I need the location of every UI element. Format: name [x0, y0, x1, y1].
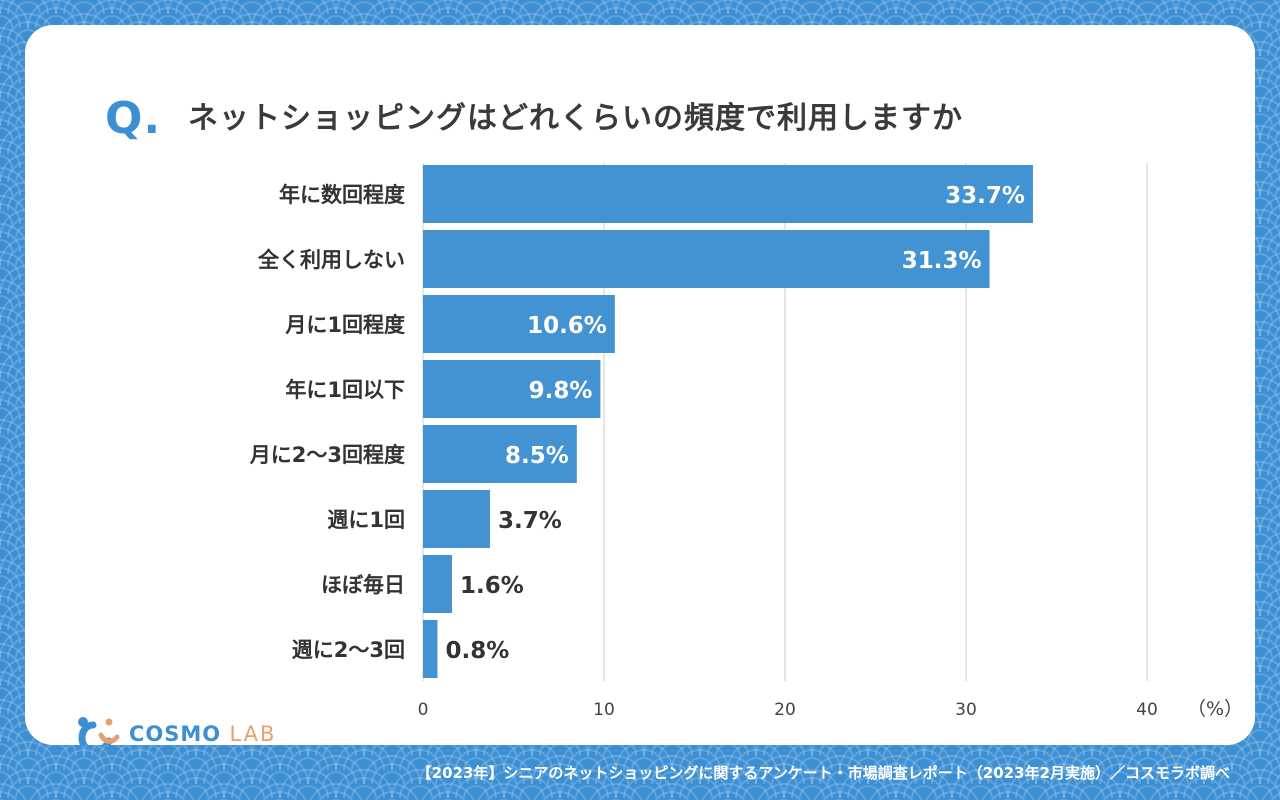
x-tick-label: 10: [593, 700, 615, 720]
bar: [423, 490, 490, 548]
bar: [423, 230, 990, 288]
x-tick-label: 30: [955, 700, 977, 720]
chart-title: ネットショッピングはどれくらいの頻度で利用しますか: [188, 101, 963, 136]
bar: [423, 620, 438, 678]
category-label: 週に1回: [327, 508, 405, 532]
category-label: 年に数回程度: [279, 183, 405, 207]
x-axis-unit: （%）: [1187, 698, 1243, 720]
category-label: 月に1回程度: [284, 313, 405, 337]
bar: [423, 295, 615, 353]
category-label: 週に2〜3回: [292, 638, 405, 662]
logo-mark-icon: [78, 717, 120, 745]
question-mark: Q.: [105, 93, 162, 144]
category-label: 月に2〜3回程度: [249, 443, 405, 467]
category-label: ほぼ毎日: [321, 573, 405, 597]
data-label: 33.7%: [945, 183, 1025, 209]
data-label: 0.8%: [445, 638, 509, 664]
chart-card: Q. ネットショッピングはどれくらいの頻度で利用しますか 0 10 20 30 40 （%…: [25, 25, 1255, 745]
bar: [423, 555, 452, 613]
logo-wordmark: COSMO LAB: [129, 722, 276, 745]
data-label: 3.7%: [498, 508, 562, 534]
data-label: 9.8%: [529, 378, 593, 404]
category-label: 全く利用しない: [257, 248, 405, 272]
logo-text-lab: LAB: [229, 722, 277, 745]
x-tick-label: 0: [418, 700, 429, 720]
source-footer: 【2023年】シニアのネットショッピングに関するアンケート・市場調査レポート（2…: [416, 764, 1230, 782]
bar-chart: 0 10 20 30 40 （%） 年に数回程度 33.7% 全く利用しない 31.3% 月に1回程…: [249, 163, 1243, 720]
cosmo-lab-logo: COSMO LAB: [73, 713, 276, 745]
logo-text-cosmo: COSMO: [129, 722, 222, 745]
data-label: 10.6%: [527, 313, 607, 339]
data-label: 1.6%: [460, 573, 524, 599]
data-label: 31.3%: [902, 248, 982, 274]
x-tick-label: 20: [774, 700, 796, 720]
x-tick-label: 40: [1136, 700, 1158, 720]
bar: [423, 165, 1033, 223]
bar: [423, 425, 577, 483]
bar: [423, 360, 601, 418]
data-label: 8.5%: [505, 443, 569, 469]
category-label: 年に1回以下: [285, 378, 405, 402]
